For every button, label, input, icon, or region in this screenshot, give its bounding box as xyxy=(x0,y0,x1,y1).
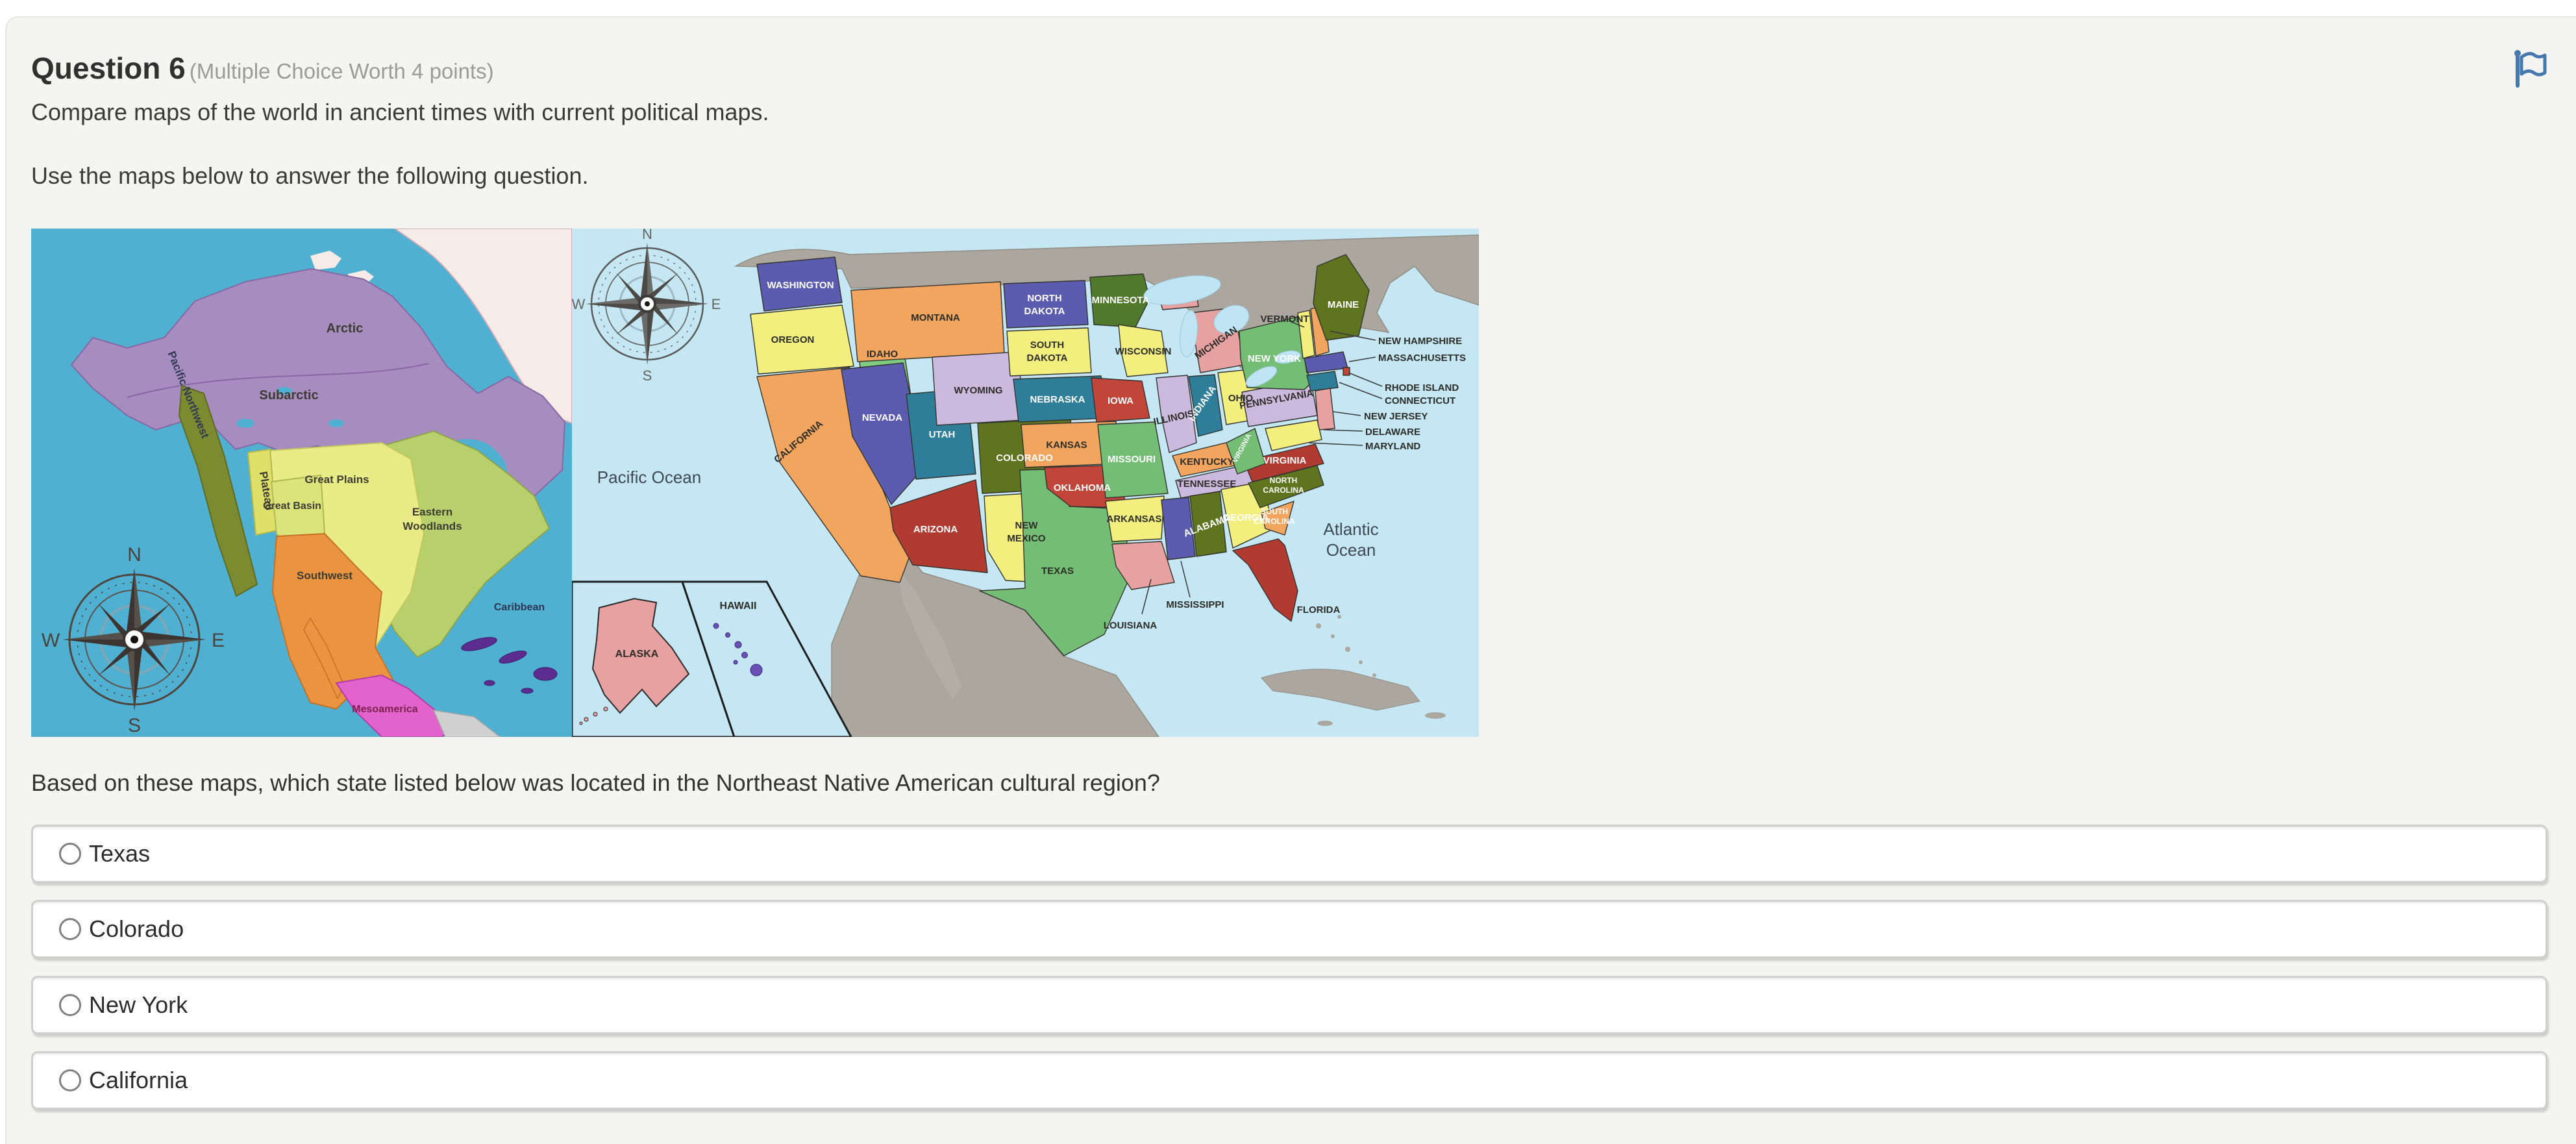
state-label-minnesota: MINNESOTA xyxy=(1092,295,1150,306)
option-label: Colorado xyxy=(89,915,184,942)
right-compass-n: N xyxy=(642,229,652,242)
intro-text-2: Use the maps below to answer the followi… xyxy=(31,162,589,189)
state-label-texas: TEXAS xyxy=(1041,566,1074,577)
ocean-label-pacific: Pacific Ocean xyxy=(597,467,701,487)
flag-icon xyxy=(2514,50,2547,88)
right-compass-e: E xyxy=(712,296,721,312)
state-label-missouri: MISSOURI xyxy=(1108,454,1156,465)
region-label-subarctic: Subarctic xyxy=(259,388,318,403)
question-text: Based on these maps, which state listed … xyxy=(31,769,1160,796)
state-label-washington: WASHINGTON xyxy=(767,280,834,291)
option-california[interactable]: California xyxy=(31,1051,2547,1110)
region-label-great-basin: Great Basin xyxy=(263,501,321,512)
state-label-connecticut: CONNECTICUT xyxy=(1385,395,1455,406)
state-label-montana: MONTANA xyxy=(911,312,960,323)
state-label-tennessee: TENNESSEE xyxy=(1178,479,1237,490)
state-label-north-carolina-2: CAROLINA xyxy=(1263,486,1304,495)
question-points: (Multiple Choice Worth 4 points) xyxy=(189,59,494,83)
ocean-label-atlantic-2: Ocean xyxy=(1326,540,1376,560)
region-label-eastern-woodlands-2: Woodlands xyxy=(402,520,462,532)
state-label-north-dakota-2: DAKOTA xyxy=(1024,306,1065,317)
state-label-arizona: ARIZONA xyxy=(913,524,958,535)
state-label-new-hampshire: NEW HAMPSHIRE xyxy=(1378,336,1462,347)
native-american-regions-map: N S W E Arctic Subarctic Pacific Northwe… xyxy=(31,229,572,737)
state-label-wisconsin: WISCONSIN xyxy=(1115,346,1172,357)
ocean-label-atlantic-1: Atlantic xyxy=(1323,519,1378,539)
maps-figure: N S W E Arctic Subarctic Pacific Northwe… xyxy=(31,229,1479,737)
option-label: New York xyxy=(89,991,188,1018)
inset-label-alaska: ALASKA xyxy=(615,649,659,660)
state-label-south-dakota-1: SOUTH xyxy=(1030,340,1065,351)
state-label-north-dakota-1: NORTH xyxy=(1027,293,1061,304)
right-compass-w: W xyxy=(572,296,586,312)
state-label-kansas: KANSAS xyxy=(1046,440,1087,451)
state-label-nevada: NEVADA xyxy=(862,412,902,423)
state-label-idaho: IDAHO xyxy=(867,349,898,360)
option-new-york[interactable]: New York xyxy=(31,976,2547,1034)
right-compass-s: S xyxy=(643,367,652,384)
right-map-compass-rose: N S W E xyxy=(572,229,721,384)
option-colorado[interactable]: Colorado xyxy=(31,900,2547,958)
state-label-maine: MAINE xyxy=(1328,299,1359,310)
region-label-southwest: Southwest xyxy=(297,569,353,582)
inset-label-hawaii: HAWAII xyxy=(720,601,757,612)
region-label-eastern-woodlands-1: Eastern xyxy=(412,506,452,518)
region-label-caribbean: Caribbean xyxy=(494,602,545,613)
state-label-louisiana: LOUISIANA xyxy=(1104,620,1158,631)
state-label-florida: FLORIDA xyxy=(1297,604,1341,616)
us-political-map: N S W E WASHINGTON NEVADA UTAH xyxy=(572,229,1479,737)
region-label-mesoamerica: Mesoamerica xyxy=(352,704,417,715)
question-header: Question 6 (Multiple Choice Worth 4 point… xyxy=(31,51,494,86)
radio-california[interactable] xyxy=(59,1069,81,1091)
left-compass-w: W xyxy=(42,630,60,651)
state-label-vermont: VERMONT xyxy=(1261,314,1309,325)
state-label-oregon: OREGON xyxy=(771,334,815,345)
state-label-oklahoma: OKLAHOMA xyxy=(1054,482,1111,493)
state-label-new-mexico-2: MEXICO xyxy=(1007,533,1046,544)
state-label-arkansas: ARKANSAS xyxy=(1106,514,1161,525)
state-label-new-jersey: NEW JERSEY xyxy=(1364,411,1428,422)
state-label-georgia: GEORGIA xyxy=(1223,512,1269,523)
state-label-south-carolina-2: CAROLINA xyxy=(1254,517,1295,526)
state-label-colorado: COLORADO xyxy=(996,453,1053,464)
left-compass-e: E xyxy=(212,630,225,651)
state-label-wyoming: WYOMING xyxy=(954,385,1003,396)
flag-question-button[interactable] xyxy=(2512,48,2549,88)
region-label-arctic: Arctic xyxy=(327,321,364,336)
state-label-virginia: VIRGINIA xyxy=(1263,455,1307,466)
state-label-iowa: IOWA xyxy=(1108,395,1133,406)
option-label: Texas xyxy=(89,840,151,867)
state-label-utah: UTAH xyxy=(929,429,956,440)
radio-texas[interactable] xyxy=(59,843,81,865)
state-label-rhode-island: RHODE ISLAND xyxy=(1385,382,1459,393)
state-label-ohio: OHIO xyxy=(1228,393,1254,404)
question-title: Question 6 xyxy=(31,51,186,85)
state-label-new-mexico-1: NEW xyxy=(1015,520,1039,531)
state-label-north-carolina-1: NORTH xyxy=(1270,476,1298,485)
left-compass-n: N xyxy=(127,544,142,566)
option-label: California xyxy=(89,1067,188,1093)
radio-new-york[interactable] xyxy=(59,994,81,1016)
state-label-massachusetts: MASSACHUSETTS xyxy=(1378,353,1466,364)
state-label-nebraska: NEBRASKA xyxy=(1030,394,1085,405)
state-label-maryland: MARYLAND xyxy=(1365,441,1420,452)
left-map-compass-rose: N S W E xyxy=(42,544,225,736)
state-label-delaware: DELAWARE xyxy=(1365,427,1420,438)
state-label-south-dakota-2: DAKOTA xyxy=(1026,353,1067,364)
region-label-great-plains: Great Plains xyxy=(304,473,369,486)
state-label-south-carolina-1: SOUTH xyxy=(1261,507,1288,516)
left-compass-s: S xyxy=(128,715,141,736)
intro-text-1: Compare maps of the world in ancient tim… xyxy=(31,99,769,125)
state-label-kentucky: KENTUCKY xyxy=(1180,456,1233,467)
state-label-new-york: NEW YORK xyxy=(1248,353,1301,364)
state-label-mississippi: MISSISSIPPI xyxy=(1166,599,1224,610)
radio-colorado[interactable] xyxy=(59,918,81,940)
option-texas[interactable]: Texas xyxy=(31,825,2547,883)
